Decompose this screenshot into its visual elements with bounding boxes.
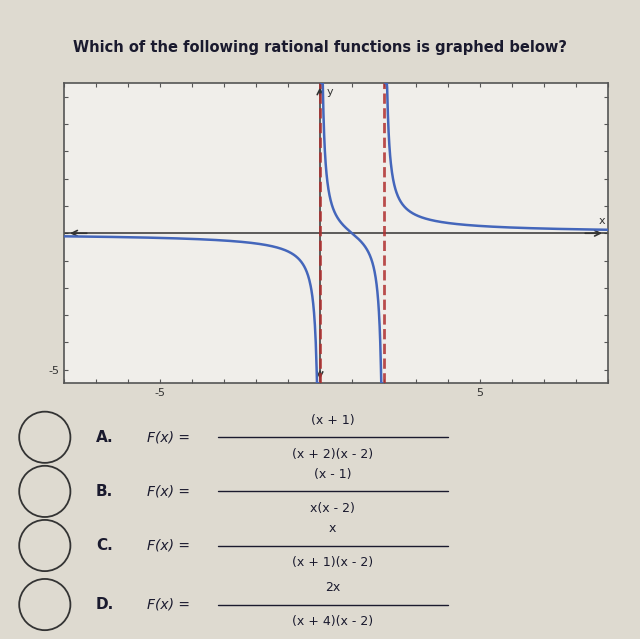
Text: A.: A. [96,430,114,445]
Text: C.: C. [96,538,113,553]
Text: F(x) =: F(x) = [147,597,190,612]
Text: (x + 1): (x + 1) [311,413,355,427]
Text: 2x: 2x [325,581,340,594]
Text: (x + 2)(x - 2): (x + 2)(x - 2) [292,448,373,461]
Text: B.: B. [96,484,113,499]
Text: (x + 1)(x - 2): (x + 1)(x - 2) [292,556,373,569]
Text: D.: D. [96,597,115,612]
Text: F(x) =: F(x) = [147,430,190,444]
Text: Which of the following rational functions is graphed below?: Which of the following rational function… [73,40,567,56]
Text: y: y [326,87,333,97]
Text: x: x [598,217,605,226]
Text: x(x - 2): x(x - 2) [310,502,355,515]
Text: F(x) =: F(x) = [147,484,190,498]
Text: (x + 4)(x - 2): (x + 4)(x - 2) [292,615,373,628]
Text: F(x) =: F(x) = [147,539,190,553]
Text: x: x [329,522,337,535]
Text: (x - 1): (x - 1) [314,468,351,481]
